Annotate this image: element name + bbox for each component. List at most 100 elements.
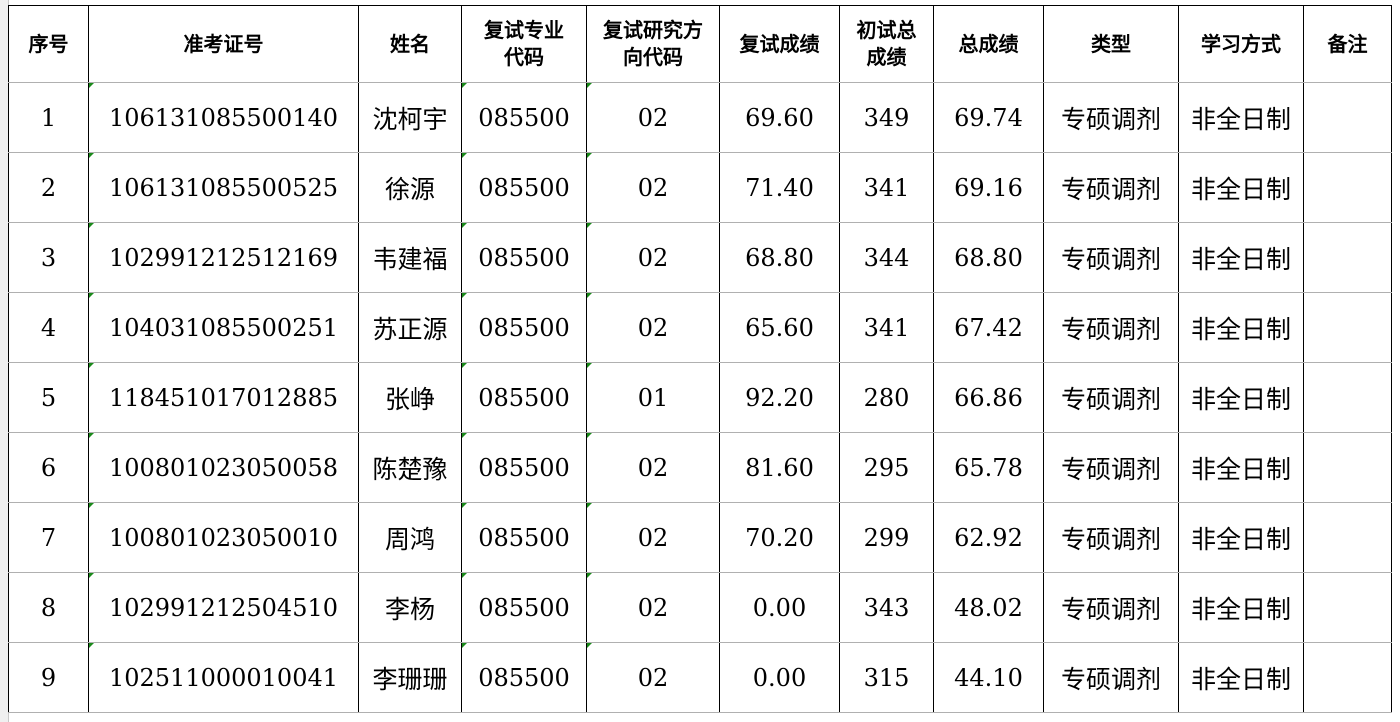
cell-type[interactable]: 专硕调剂 (1043, 362, 1179, 433)
cell-retest-score[interactable]: 92.20 (719, 362, 840, 433)
cell-direction-code[interactable]: 02 (586, 572, 720, 643)
cell-major-code[interactable]: 085500 (461, 292, 587, 363)
header-prelim-score[interactable]: 初试总成绩 (839, 5, 934, 83)
cell-retest-score[interactable]: 70.20 (719, 502, 840, 573)
header-total-score[interactable]: 总成绩 (933, 5, 1044, 83)
cell-study-mode[interactable]: 非全日制 (1178, 432, 1304, 503)
cell-prelim-score[interactable]: 349 (839, 82, 934, 153)
cell-remarks[interactable] (1303, 362, 1392, 433)
cell-study-mode[interactable]: 非全日制 (1178, 152, 1304, 223)
cell-prelim-score[interactable]: 341 (839, 152, 934, 223)
cell-name[interactable]: 韦建福 (358, 222, 462, 293)
cell-prelim-score[interactable]: 344 (839, 222, 934, 293)
cell-direction-code[interactable]: 02 (586, 152, 720, 223)
cell-prelim-score[interactable]: 299 (839, 502, 934, 573)
cell-major-code[interactable]: 085500 (461, 152, 587, 223)
cell-remarks[interactable] (1303, 292, 1392, 363)
cell-type[interactable]: 专硕调剂 (1043, 572, 1179, 643)
cell-study-mode[interactable]: 非全日制 (1178, 82, 1304, 153)
cell-retest-score[interactable]: 81.60 (719, 432, 840, 503)
cell-seq[interactable]: 6 (8, 432, 89, 503)
cell-retest-score[interactable]: 0.00 (719, 572, 840, 643)
cell-retest-score[interactable]: 69.60 (719, 82, 840, 153)
cell-prelim-score[interactable]: 315 (839, 642, 934, 713)
header-type[interactable]: 类型 (1043, 5, 1179, 83)
cell-retest-score[interactable]: 68.80 (719, 222, 840, 293)
cell-major-code[interactable]: 085500 (461, 642, 587, 713)
header-seq[interactable]: 序号 (8, 5, 89, 83)
cell-exam-id[interactable]: 106131085500140 (88, 82, 359, 153)
cell-prelim-score[interactable]: 343 (839, 572, 934, 643)
cell-seq[interactable]: 1 (8, 82, 89, 153)
cell-seq[interactable]: 3 (8, 222, 89, 293)
cell-exam-id[interactable]: 100801023050010 (88, 502, 359, 573)
cell-prelim-score[interactable]: 280 (839, 362, 934, 433)
cell-remarks[interactable] (1303, 222, 1392, 293)
cell-seq[interactable]: 4 (8, 292, 89, 363)
cell-major-code[interactable]: 085500 (461, 222, 587, 293)
header-exam-id[interactable]: 准考证号 (88, 5, 359, 83)
header-direction-code[interactable]: 复试研究方向代码 (586, 5, 720, 83)
cell-study-mode[interactable]: 非全日制 (1178, 292, 1304, 363)
cell-name[interactable]: 苏正源 (358, 292, 462, 363)
cell-study-mode[interactable]: 非全日制 (1178, 642, 1304, 713)
cell-major-code[interactable]: 085500 (461, 362, 587, 433)
cell-major-code[interactable]: 085500 (461, 572, 587, 643)
cell-total-score[interactable]: 69.74 (933, 82, 1044, 153)
cell-exam-id[interactable]: 106131085500525 (88, 152, 359, 223)
cell-remarks[interactable] (1303, 572, 1392, 643)
header-remarks[interactable]: 备注 (1303, 5, 1392, 83)
cell-exam-id[interactable]: 102991212512169 (88, 222, 359, 293)
cell-retest-score[interactable]: 0.00 (719, 642, 840, 713)
cell-type[interactable]: 专硕调剂 (1043, 82, 1179, 153)
cell-remarks[interactable] (1303, 502, 1392, 573)
cell-prelim-score[interactable]: 295 (839, 432, 934, 503)
cell-total-score[interactable]: 66.86 (933, 362, 1044, 433)
header-study-mode[interactable]: 学习方式 (1178, 5, 1304, 83)
cell-total-score[interactable]: 69.16 (933, 152, 1044, 223)
cell-total-score[interactable]: 65.78 (933, 432, 1044, 503)
cell-study-mode[interactable]: 非全日制 (1178, 362, 1304, 433)
cell-seq[interactable]: 5 (8, 362, 89, 433)
cell-remarks[interactable] (1303, 152, 1392, 223)
cell-name[interactable]: 张峥 (358, 362, 462, 433)
cell-exam-id[interactable]: 102991212504510 (88, 572, 359, 643)
cell-total-score[interactable]: 48.02 (933, 572, 1044, 643)
cell-direction-code[interactable]: 01 (586, 362, 720, 433)
cell-remarks[interactable] (1303, 432, 1392, 503)
cell-direction-code[interactable]: 02 (586, 222, 720, 293)
cell-retest-score[interactable]: 71.40 (719, 152, 840, 223)
cell-type[interactable]: 专硕调剂 (1043, 432, 1179, 503)
cell-seq[interactable]: 7 (8, 502, 89, 573)
cell-major-code[interactable]: 085500 (461, 82, 587, 153)
header-major-code[interactable]: 复试专业代码 (461, 5, 587, 83)
cell-name[interactable]: 李珊珊 (358, 642, 462, 713)
cell-remarks[interactable] (1303, 82, 1392, 153)
cell-seq[interactable]: 2 (8, 152, 89, 223)
cell-seq[interactable]: 8 (8, 572, 89, 643)
cell-major-code[interactable]: 085500 (461, 502, 587, 573)
cell-remarks[interactable] (1303, 642, 1392, 713)
cell-study-mode[interactable]: 非全日制 (1178, 572, 1304, 643)
cell-name[interactable]: 周鸿 (358, 502, 462, 573)
cell-direction-code[interactable]: 02 (586, 502, 720, 573)
cell-type[interactable]: 专硕调剂 (1043, 642, 1179, 713)
cell-seq[interactable]: 9 (8, 642, 89, 713)
cell-retest-score[interactable]: 65.60 (719, 292, 840, 363)
cell-total-score[interactable]: 67.42 (933, 292, 1044, 363)
cell-direction-code[interactable]: 02 (586, 292, 720, 363)
cell-exam-id[interactable]: 102511000010041 (88, 642, 359, 713)
cell-name[interactable]: 沈柯宇 (358, 82, 462, 153)
cell-major-code[interactable]: 085500 (461, 432, 587, 503)
cell-type[interactable]: 专硕调剂 (1043, 502, 1179, 573)
cell-name[interactable]: 徐源 (358, 152, 462, 223)
header-retest-score[interactable]: 复试成绩 (719, 5, 840, 83)
cell-total-score[interactable]: 62.92 (933, 502, 1044, 573)
cell-name[interactable]: 陈楚豫 (358, 432, 462, 503)
cell-name[interactable]: 李杨 (358, 572, 462, 643)
cell-exam-id[interactable]: 118451017012885 (88, 362, 359, 433)
header-name[interactable]: 姓名 (358, 5, 462, 83)
cell-prelim-score[interactable]: 341 (839, 292, 934, 363)
cell-study-mode[interactable]: 非全日制 (1178, 222, 1304, 293)
cell-total-score[interactable]: 44.10 (933, 642, 1044, 713)
